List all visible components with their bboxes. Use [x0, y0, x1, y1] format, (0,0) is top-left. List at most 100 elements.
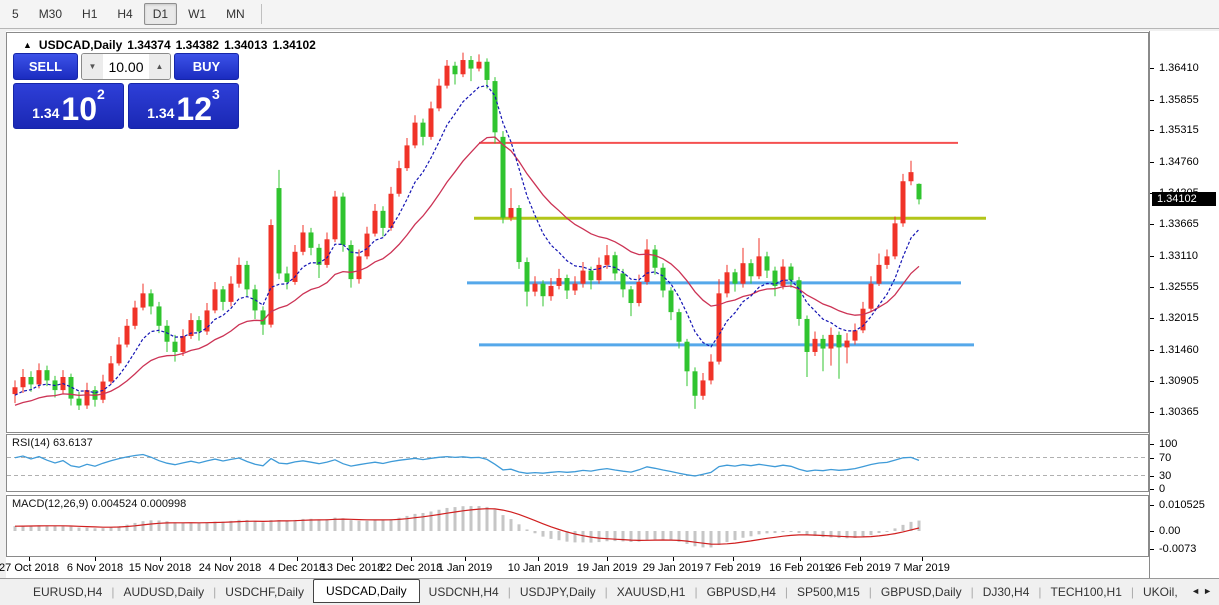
tab-separator: | [213, 585, 217, 599]
timeframe-button-w1[interactable]: W1 [188, 7, 207, 21]
rsi-line [14, 453, 920, 477]
chart-tab-tech100-h1[interactable]: TECH100,H1 [1050, 585, 1122, 599]
volume-decrease-button[interactable]: ▼ [82, 54, 103, 79]
fast-ma-line [14, 84, 920, 396]
rsi-chart-canvas [7, 453, 1148, 477]
ohlc-open: 1.34374 [127, 38, 171, 52]
date-tick [607, 557, 608, 561]
collapse-icon[interactable]: ▲ [23, 40, 32, 50]
chart-tab-sp500-m15[interactable]: SP500,M15 [797, 585, 860, 599]
axis-tick [1150, 505, 1154, 506]
date-tick [352, 557, 353, 561]
axis-tick [1150, 444, 1154, 445]
chart-tab-gbpusd-daily[interactable]: GBPUSD,Daily [880, 585, 962, 599]
timeframe-button-h1[interactable]: H1 [82, 7, 98, 21]
date-label: 15 Nov 2018 [128, 562, 192, 574]
date-label: 7 Mar 2019 [894, 562, 950, 574]
chart-tab-audusd-daily[interactable]: AUDUSD,Daily [123, 585, 205, 599]
date-tick [673, 557, 674, 561]
toolbar-separator [260, 4, 262, 24]
macd-label: MACD(12,26,9) 0.004524 0.000998 [12, 498, 187, 510]
chart-ohlc-header: ▲ USDCAD,Daily 1.34374 1.34382 1.34013 1… [23, 38, 316, 52]
rsi-label: RSI(14) 63.6137 [12, 437, 93, 449]
macd-axis-label: -0.0073 [1159, 543, 1197, 556]
volume-spinner: ▼ ▲ [81, 53, 171, 80]
timeframe-button-5[interactable]: 5 [12, 7, 19, 21]
chart-tab-xauusd-h1[interactable]: XAUUSD,H1 [616, 585, 686, 599]
chart-tab-gbpusd-h4[interactable]: GBPUSD,H4 [706, 585, 776, 599]
date-tick [95, 557, 96, 561]
price-axis[interactable]: 1.364101.358551.353151.347601.342051.336… [1149, 31, 1219, 578]
buy-price-big: 12 [176, 91, 213, 127]
chart-symbol-label: USDCAD,Daily [38, 38, 123, 52]
price-label: 1.34760 [1159, 155, 1199, 168]
tab-separator: | [111, 585, 115, 599]
date-label: 7 Feb 2019 [705, 562, 761, 574]
tab-scroll-arrows[interactable]: ◄► [1191, 586, 1215, 596]
buy-price-box[interactable]: 1.34 12 3 [128, 83, 239, 129]
ohlc-high: 1.34382 [175, 38, 220, 52]
axis-tick [1150, 475, 1154, 477]
tab-scroll-right-icon[interactable]: ► [1203, 586, 1215, 596]
date-label: 6 Nov 2018 [66, 562, 124, 574]
date-tick [465, 557, 466, 561]
current-price-badge: 1.34102 [1152, 192, 1216, 207]
tab-separator: | [1038, 585, 1042, 599]
rsi-axis-label: 0 [1159, 483, 1166, 495]
volume-increase-button[interactable]: ▲ [149, 54, 170, 79]
rsi-indicator-panel[interactable]: RSI(14) 63.6137 [6, 434, 1149, 492]
tab-separator: | [507, 585, 511, 599]
axis-tick [1150, 531, 1154, 532]
macd-indicator-panel[interactable]: MACD(12,26,9) 0.004524 0.000998 [6, 495, 1149, 557]
buy-button[interactable]: BUY [174, 53, 239, 80]
date-tick [411, 557, 412, 561]
chart-tab-usdjpy-daily[interactable]: USDJPY,Daily [519, 585, 596, 599]
date-axis[interactable]: 27 Oct 2018 6 Nov 2018 15 Nov 2018 24 Nov 2… [0, 557, 1149, 578]
axis-tick [1150, 68, 1154, 69]
candlestick-chart-canvas[interactable] [7, 33, 1148, 432]
axis-tick [1150, 349, 1154, 351]
date-label: 22 Dec 2018 [379, 562, 443, 574]
tab-separator: | [784, 585, 789, 599]
main-chart-panel[interactable]: ▲ USDCAD,Daily 1.34374 1.34382 1.34013 1… [6, 32, 1149, 433]
price-label: 1.30905 [1159, 375, 1199, 388]
chart-tab-usdchf-daily[interactable]: USDCHF,Daily [225, 585, 304, 599]
sell-button[interactable]: SELL [13, 53, 78, 80]
date-tick [29, 557, 30, 561]
rsi-axis-label: 100 [1159, 438, 1178, 450]
sell-price-sup: 2 [97, 86, 105, 102]
date-label: 4 Dec 2018 [268, 562, 326, 574]
timeframe-toolbar: 5 M30 H1 H4 D1 W1 MN [0, 0, 1219, 29]
timeframe-button-mn[interactable]: MN [226, 7, 245, 21]
chart-tab-eurusd-h4[interactable]: EURUSD,H4 [33, 585, 103, 599]
chart-tab-ukoil-[interactable]: UKOil, [1143, 585, 1178, 599]
date-label: 16 Feb 2019 [769, 562, 831, 574]
chart-tab-usdcnh-h4[interactable]: USDCNH,H4 [428, 585, 499, 599]
chart-tabs-bar: ◄► EURUSD,H4 | AUDUSD,Daily | USDCHF,Daily US… [0, 578, 1219, 605]
date-label: 27 Oct 2018 [0, 562, 59, 574]
date-tick [160, 557, 161, 561]
tab-separator: | [868, 585, 872, 599]
chart-tab-dj30-h4[interactable]: DJ30,H4 [982, 585, 1030, 599]
sell-price-box[interactable]: 1.34 10 2 [13, 83, 124, 129]
price-label: 1.35315 [1159, 124, 1199, 137]
sell-price-big: 10 [61, 91, 98, 127]
timeframe-button-d1[interactable]: D1 [143, 3, 178, 25]
slow-ma-line [14, 136, 920, 406]
chart-tab-usdcad-daily[interactable]: USDCAD,Daily [312, 579, 420, 603]
date-label: 19 Jan 2019 [576, 562, 638, 574]
timeframe-button-h4[interactable]: H4 [117, 7, 133, 21]
tab-scroll-left-icon[interactable]: ◄ [1191, 586, 1204, 596]
date-label: 1 Jan 2019 [437, 562, 493, 574]
axis-tick [1150, 130, 1154, 132]
date-tick [922, 557, 923, 561]
chart-window: ▲ USDCAD,Daily 1.34374 1.34382 1.34013 1… [0, 31, 1149, 579]
date-label: 24 Nov 2018 [198, 562, 262, 574]
volume-input[interactable] [103, 54, 149, 79]
macd-axis-label: 0.00 [1159, 525, 1181, 537]
timeframe-button-m30[interactable]: M30 [38, 7, 63, 21]
tab-separator: | [694, 585, 698, 599]
macd-axis-label: 0.010525 [1159, 499, 1205, 511]
date-tick [733, 557, 734, 561]
price-label: 1.33110 [1159, 249, 1198, 262]
